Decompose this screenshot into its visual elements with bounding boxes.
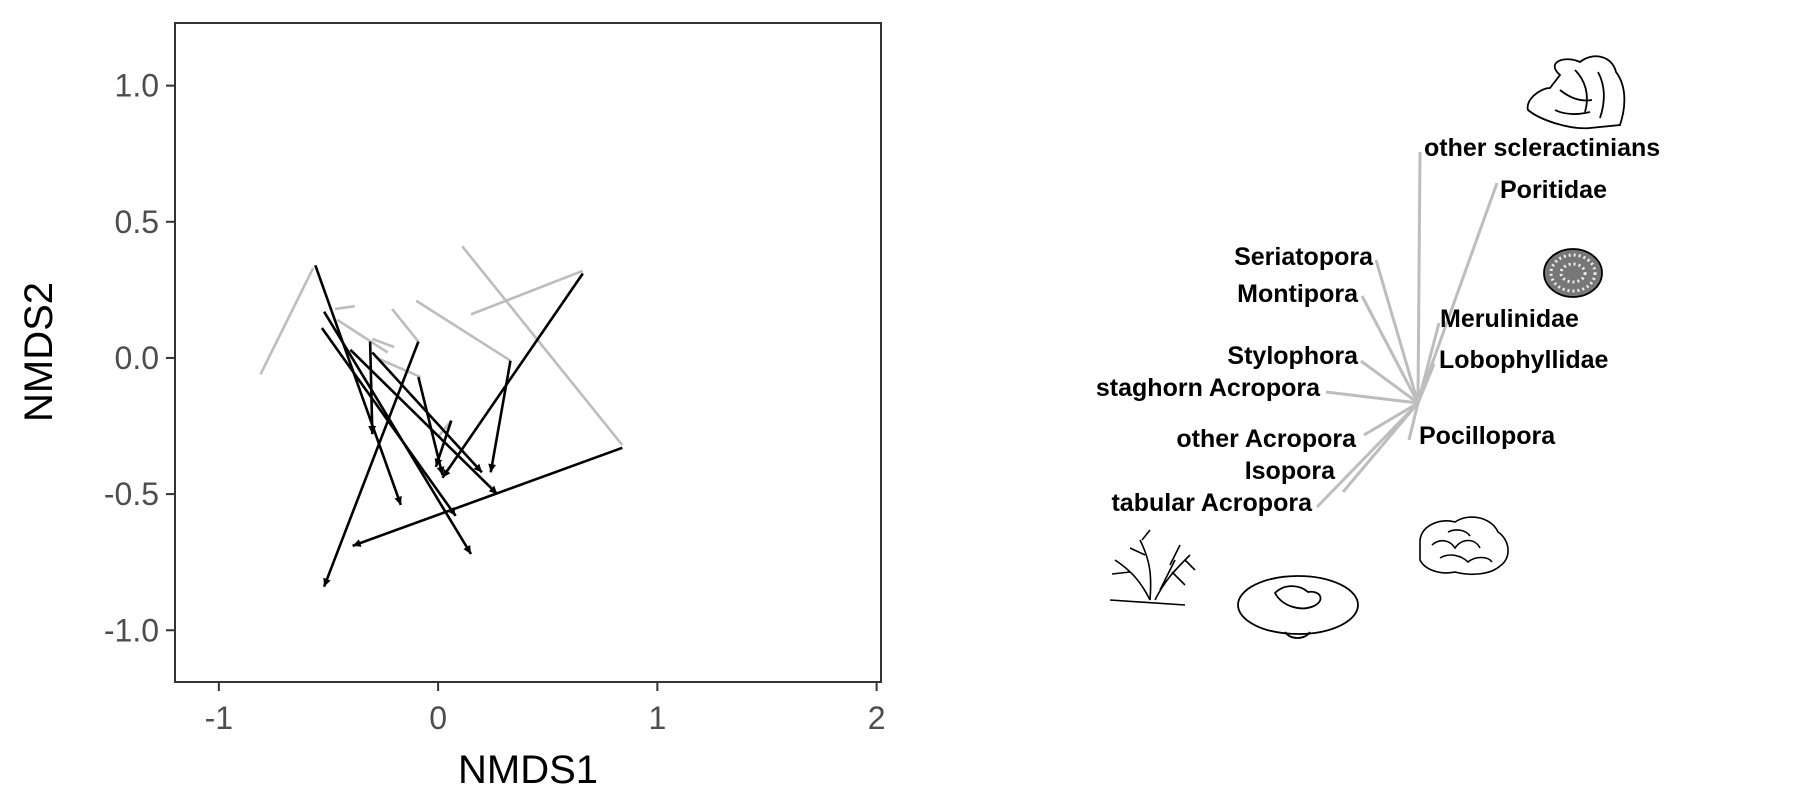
species-label: Montipora	[1237, 280, 1359, 308]
species-vector	[1360, 295, 1420, 404]
y-tick-label: 1.0	[115, 68, 159, 104]
grey-segments	[259, 245, 624, 446]
arrow-shaft	[368, 341, 374, 435]
arrow-head	[488, 485, 498, 495]
porites-ball-icon	[1543, 248, 1603, 298]
arrow-shaft	[322, 341, 420, 588]
species-label: Isopora	[1245, 457, 1336, 485]
grey-segment	[259, 267, 315, 375]
species-vector	[1325, 390, 1419, 405]
species-label: other scleractinians	[1424, 134, 1660, 162]
grey-segment	[415, 299, 512, 362]
species-vector	[1416, 151, 1422, 404]
species-vectors	[1315, 151, 1499, 509]
species-vector	[1315, 401, 1420, 509]
x-tick-label: 0	[429, 700, 447, 736]
branching-coral-icon	[1109, 529, 1196, 606]
arrow-head	[436, 466, 445, 476]
trajectory-arrow	[322, 341, 420, 588]
arrow-head	[368, 425, 377, 435]
species-vector	[1407, 402, 1420, 441]
black-arrows	[314, 264, 623, 588]
x-axis-title: NMDS1	[458, 748, 598, 792]
species-label: other Acropora	[1176, 425, 1357, 453]
species-vector	[1360, 359, 1419, 405]
arrow-shaft	[314, 264, 403, 506]
arrow-shaft	[349, 348, 499, 496]
trajectory-arrow	[349, 348, 499, 496]
grey-segment	[371, 337, 395, 349]
trajectory-arrow	[314, 264, 403, 506]
species-vector	[1416, 322, 1441, 404]
grey-segment	[470, 269, 584, 316]
y-tick-label: 0.5	[115, 204, 159, 240]
trajectory-arrow	[488, 360, 512, 473]
species-label: Seriatopora	[1234, 243, 1374, 271]
y-tick-label: -0.5	[104, 476, 159, 512]
brain-coral-icon	[1419, 516, 1509, 576]
trajectory-arrow	[368, 341, 377, 435]
axis-ticks: -1 0 1 2 1.0 0.5 0.0 -0.5 -1.0	[104, 68, 886, 736]
x-tick-label: 2	[868, 700, 886, 736]
species-label: Poritidae	[1500, 176, 1607, 204]
grey-segment	[461, 245, 624, 446]
species-vector	[1374, 259, 1420, 404]
species-vector	[1363, 401, 1419, 437]
x-tick-label: 1	[648, 700, 666, 736]
grey-segment	[391, 308, 420, 343]
grey-segment	[336, 318, 389, 354]
species-label: tabular Acropora	[1111, 489, 1313, 517]
arrow-head	[473, 463, 482, 473]
species-vector	[1416, 363, 1436, 404]
species-label: Pocillopora	[1419, 422, 1556, 450]
arrow-head	[434, 457, 443, 467]
tabular-coral-icon	[1237, 575, 1359, 639]
arrow-shaft	[441, 272, 584, 479]
arrow-shaft	[434, 420, 453, 468]
arrow-head	[442, 468, 451, 478]
species-label: Lobophyllidae	[1439, 346, 1609, 374]
arrow-shaft	[352, 446, 623, 548]
y-tick-label: 0.0	[115, 340, 159, 376]
grey-segment	[334, 304, 355, 311]
trajectory-arrow	[441, 272, 584, 479]
arrow-head	[394, 496, 402, 505]
y-tick-label: -1.0	[104, 612, 159, 648]
arrow-head	[352, 539, 362, 547]
grey-segment	[376, 356, 422, 379]
trajectory-arrow	[434, 420, 453, 468]
species-vector	[1416, 182, 1499, 404]
species-label: staghorn Acropora	[1096, 374, 1321, 402]
arrow-head	[463, 545, 471, 555]
species-labels: other scleractinians Poritidae Seriatopora…	[1096, 134, 1660, 517]
arrow-shaft	[489, 360, 512, 473]
massive-coral-icon	[1526, 55, 1626, 130]
nmds-plot: -1 0 1 2 1.0 0.5 0.0 -0.5 -1.0 NMDS1 NMDS2	[17, 22, 886, 792]
arrow-head	[323, 577, 331, 587]
x-tick-label: -1	[205, 700, 233, 736]
y-axis-title: NMDS2	[17, 282, 61, 422]
species-label: Merulinidae	[1440, 305, 1579, 333]
species-label: Stylophora	[1227, 342, 1359, 370]
trajectory-arrow	[352, 446, 623, 548]
arrow-head	[488, 463, 496, 473]
